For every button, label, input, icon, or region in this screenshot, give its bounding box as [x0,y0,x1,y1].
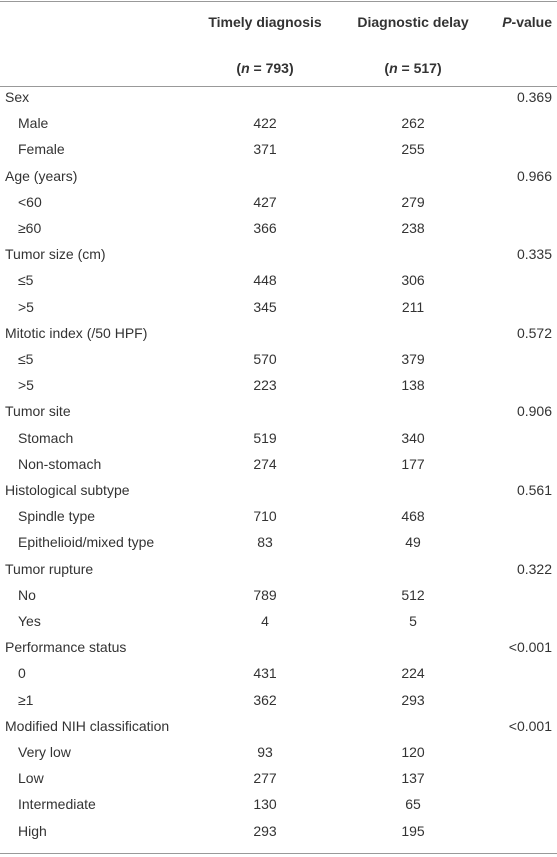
row-label: ≥1 [18,691,34,708]
p-value: 0.572 [516,324,552,341]
p-value: 0.966 [516,167,552,184]
timely-count: 427 [253,193,277,210]
timely-count: 293 [253,822,277,839]
row-label: Female [18,141,65,158]
group-label: Sex [5,89,30,105]
timely-count: 789 [253,586,277,603]
row-label: Yes [18,613,41,629]
group-label: Age (years) [5,167,78,184]
count: = 517) [397,60,442,76]
row-label: Stomach [18,429,74,446]
p-italic: P [502,14,512,30]
p-value: 0.322 [516,560,552,577]
delay-count: 224 [401,665,425,682]
row-label: Low [18,770,44,787]
timely-count: 362 [253,691,277,708]
timely-count: 371 [253,141,277,158]
p-value: <0.001 [508,639,552,656]
row-label: High [18,822,47,839]
delay-count: 255 [401,141,425,158]
delay-count: 195 [401,822,425,839]
timely-count: 4 [261,613,269,629]
timely-count: 570 [253,351,277,367]
row-label: 0 [18,665,26,682]
column-header: Diagnostic delay [357,14,469,30]
delay-count: 120 [401,744,425,760]
count-header: (n = 517) [353,55,473,81]
row-label: Male [18,115,49,132]
n-var: n [241,60,250,76]
delay-count: 138 [401,377,425,394]
timely-count: 345 [253,298,277,315]
row-label: ≤5 [18,351,34,367]
row-label: No [18,586,36,603]
delay-count: 340 [401,429,425,446]
timely-count: 422 [253,115,277,132]
delay-count: 306 [401,272,425,289]
delay-count: 177 [401,455,425,472]
p-value: 0.335 [516,246,552,263]
row-label: Spindle type [18,508,96,525]
row-label: >5 [18,298,34,315]
delay-count: 65 [405,796,421,813]
delay-count: 279 [401,193,425,210]
delay-count: 211 [401,298,425,315]
group-label: Tumor rupture [5,560,94,577]
p-value: 0.369 [516,89,552,105]
group-label: Tumor size (cm) [5,246,106,263]
group-label: Histological subtype [5,482,130,498]
p-rest: -value [511,14,552,30]
column-header: Timely diagnosis [208,14,322,30]
timely-count: 130 [253,796,277,813]
timely-count: 83 [257,534,273,551]
row-label: <60 [18,193,42,210]
timely-count: 431 [253,665,277,682]
bottom-rule [0,853,557,854]
group-label: Mitotic index (/50 HPF) [5,324,148,341]
row-label: Very low [18,744,71,760]
header-rule [0,86,557,87]
row-label: ≤5 [18,272,34,289]
delay-count: 262 [401,115,425,132]
timely-count: 366 [253,220,277,236]
group-label: Modified NIH classification [5,717,170,734]
p-value: 0.561 [516,482,552,498]
row-label: Intermediate [18,796,96,813]
count-header: (n = 793) [205,55,325,81]
delay-count: 137 [401,770,425,787]
timely-count: 274 [253,455,277,472]
timely-count: 710 [253,508,277,525]
top-rule [0,1,557,2]
delay-count: 238 [401,220,425,236]
p-value: 0.906 [516,403,552,420]
delay-count: 468 [401,508,425,525]
row-label: >5 [18,377,34,394]
paren: ( [384,60,390,76]
delay-count: 5 [409,613,417,629]
column-header: P-value [502,9,552,35]
timely-count: 519 [253,429,277,446]
paren: ( [236,60,242,76]
group-label: Performance status [5,639,127,656]
timely-count: 448 [253,272,277,289]
delay-count: 512 [401,586,425,603]
n-var: n [389,60,398,76]
timely-count: 277 [253,770,277,787]
timely-count: 223 [253,377,277,394]
timely-count: 93 [257,744,273,760]
delay-count: 379 [401,351,425,367]
delay-count: 49 [405,534,421,551]
row-label: Epithelioid/mixed type [18,534,155,551]
count: = 793) [249,60,294,76]
row-label: Non-stomach [18,455,102,472]
p-value: <0.001 [508,717,552,734]
group-label: Tumor site [5,403,71,420]
row-label: ≥60 [18,220,42,236]
delay-count: 293 [401,691,425,708]
